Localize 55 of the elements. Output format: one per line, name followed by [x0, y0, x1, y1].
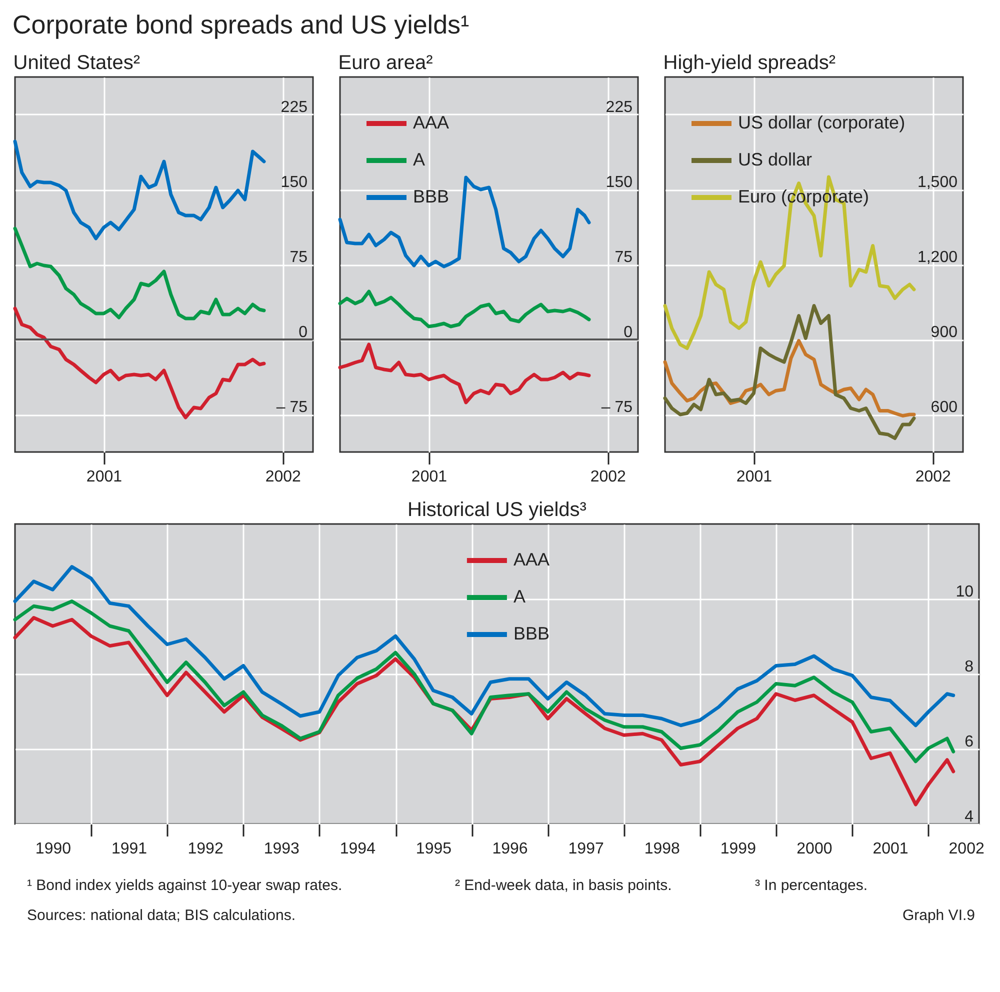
y-tick-label: 4: [964, 808, 974, 826]
x-tick-label: 2002: [915, 468, 952, 486]
x-tick-label: 1991: [111, 840, 148, 858]
x-tick-label: 2002: [948, 840, 984, 858]
x-tick-label: 1996: [492, 840, 528, 858]
text: ¹ Bond index yields against 10-year swap rates.: [27, 877, 342, 894]
chart-title: Euro area²: [338, 52, 434, 74]
y-tick-label: – 75: [601, 399, 633, 416]
legend-label: AAA: [513, 550, 550, 570]
text: ² End-week data, in basis points.: [455, 877, 672, 894]
x-tick-label: 2001: [872, 840, 908, 858]
x-tick-label: 1999: [720, 840, 756, 858]
x-tick-label: 2001: [86, 468, 122, 486]
y-tick-label: 75: [614, 249, 633, 266]
chart-title: Historical US yields³: [408, 499, 587, 521]
chart-title: United States²: [13, 52, 140, 74]
y-tick-label: 150: [606, 174, 633, 191]
legend-label: BBB: [413, 186, 450, 206]
x-tick-label: 1995: [416, 840, 452, 858]
y-tick-label: 150: [280, 174, 308, 191]
y-tick-label: 10: [956, 584, 974, 600]
x-tick-label: 2001: [736, 468, 772, 486]
y-tick-label: 225: [280, 99, 308, 116]
x-tick-label: 1997: [568, 840, 604, 858]
y-tick-label: – 75: [276, 399, 308, 416]
y-tick-label: 600: [930, 399, 958, 416]
legend-label: US dollar: [738, 150, 812, 170]
y-tick-label: 6: [964, 734, 974, 750]
y-tick-label: 900: [930, 324, 958, 341]
chart-title: High-yield spreads²: [663, 52, 836, 74]
y-tick-label: 1,200: [917, 249, 958, 266]
legend-label: US dollar (corporate): [738, 112, 906, 132]
legend-label: A: [513, 586, 526, 606]
legend-label: BBB: [513, 624, 550, 644]
text: ³ In percentages.: [755, 877, 868, 894]
x-tick-label: 1990: [35, 840, 72, 858]
y-tick-label: 225: [606, 99, 633, 116]
y-tick-label: 0: [298, 324, 308, 341]
text: Graph VI.9: [902, 907, 975, 924]
legend-label: AAA: [413, 112, 450, 132]
y-tick-label: 8: [964, 658, 974, 676]
x-tick-label: 1992: [188, 840, 224, 858]
y-tick-label: 75: [290, 249, 308, 266]
x-tick-label: 1993: [264, 840, 300, 858]
source-note: Sources: national data; BIS calculations.: [27, 907, 296, 924]
x-tick-label: 2000: [796, 840, 832, 858]
legend-label: A: [413, 150, 426, 170]
y-tick-label: 0: [624, 324, 633, 341]
x-tick-label: 1998: [644, 840, 680, 858]
x-tick-label: 2001: [411, 468, 448, 486]
text: Corporate bond spreads and US yields¹: [12, 9, 470, 40]
x-tick-label: 2002: [590, 468, 626, 486]
x-tick-label: 1994: [340, 840, 376, 858]
y-tick-label: 1,500: [917, 174, 958, 191]
x-tick-label: 2002: [265, 468, 302, 486]
